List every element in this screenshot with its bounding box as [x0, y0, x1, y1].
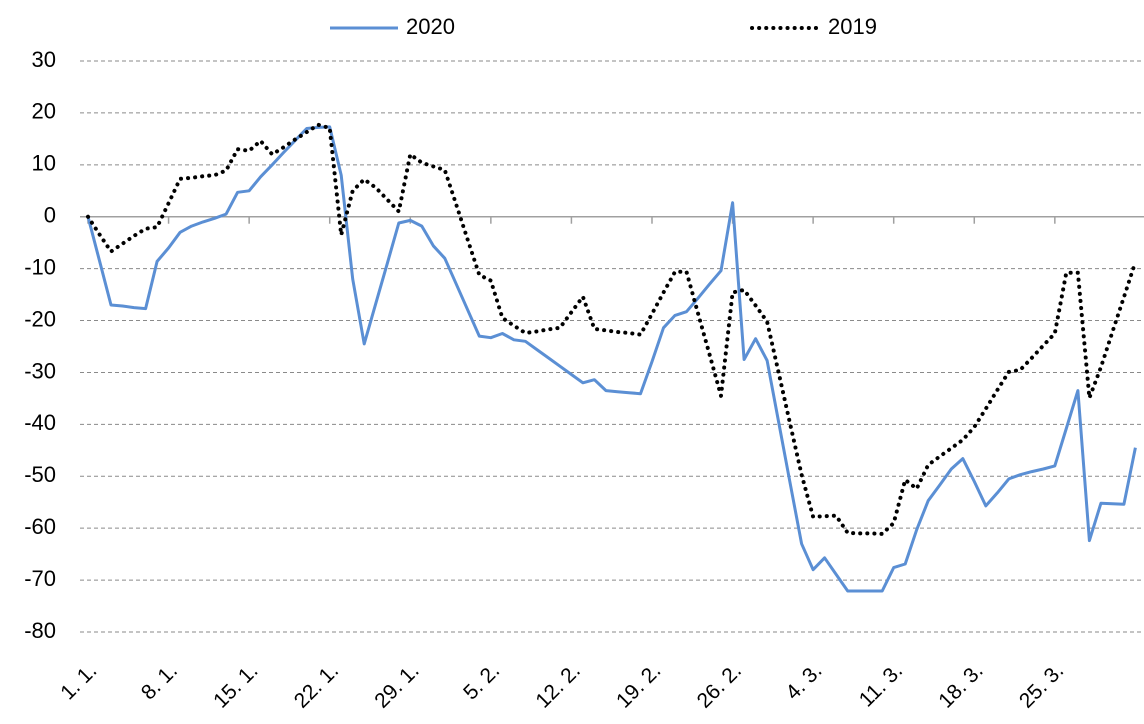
legend-label: 2019: [828, 14, 877, 39]
x-tick-label: 29. 1.: [370, 659, 423, 712]
y-tick-label: -30: [24, 358, 56, 383]
x-tick-label: 26. 2.: [693, 659, 746, 712]
y-tick-label: -50: [24, 462, 56, 487]
y-tick-label: 0: [44, 203, 56, 228]
x-tick-label: 18. 3.: [934, 659, 987, 712]
y-tick-label: -20: [24, 306, 56, 331]
line-series: [86, 122, 1138, 536]
x-tick-label: 22. 1.: [290, 659, 343, 712]
x-tick-label: 15. 1.: [209, 659, 262, 712]
x-tick-label: 12. 2.: [531, 659, 584, 712]
y-tick-label: -40: [24, 410, 56, 435]
y-tick-label: 10: [32, 151, 56, 176]
x-tick-label: 8. 1.: [137, 659, 182, 704]
y-tick-label: -10: [24, 254, 56, 279]
x-tick-label: 5. 2.: [459, 659, 504, 704]
legend-label: 2020: [406, 14, 455, 39]
y-tick-label: -80: [24, 618, 56, 643]
line-series: [86, 125, 1137, 593]
y-tick-label: 20: [32, 99, 56, 124]
x-tick-label: 25. 3.: [1015, 659, 1068, 712]
x-tick-label: 1. 1.: [56, 659, 101, 704]
y-tick-label: -70: [24, 566, 56, 591]
x-tick-label: 19. 2.: [612, 659, 665, 712]
x-tick-label: 4. 3.: [781, 659, 826, 704]
y-tick-label: 30: [32, 47, 56, 72]
y-tick-label: -60: [24, 514, 56, 539]
x-tick-label: 11. 3.: [855, 659, 907, 711]
